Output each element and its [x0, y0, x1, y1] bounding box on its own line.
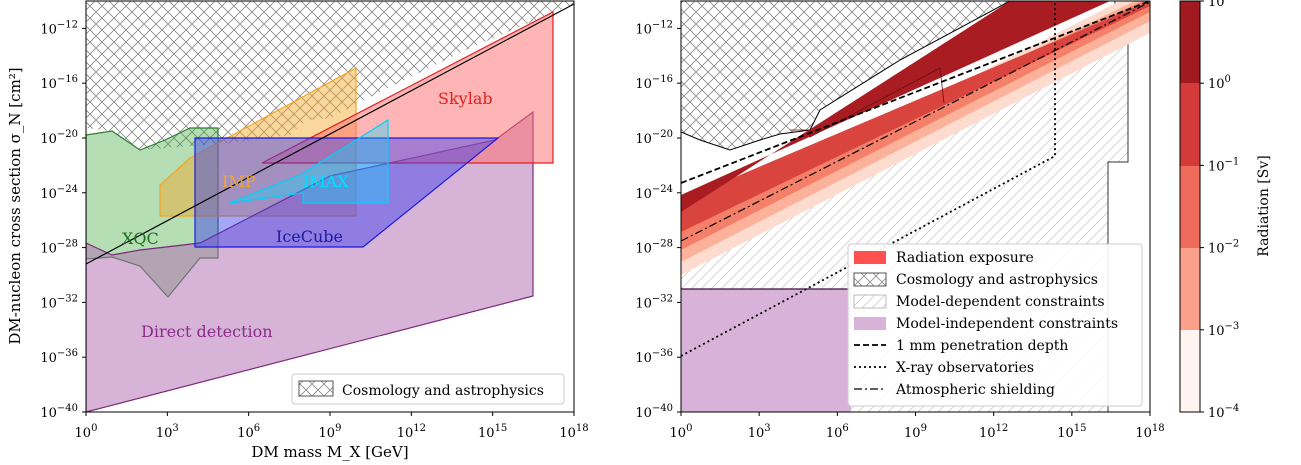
y-tick-label: 10−40	[635, 403, 673, 421]
legend-label-cosmology-r: Cosmology and astrophysics	[896, 272, 1098, 288]
colorbar-tick-label: 101	[1208, 0, 1231, 10]
label-xqc: XQC	[122, 229, 159, 248]
cosmology-region-left	[86, 1, 574, 150]
y-tick-label: 10−20	[40, 129, 78, 147]
penetration-line-left	[86, 3, 574, 265]
legend-label-xray: X-ray observatories	[896, 360, 1034, 376]
cosmology-region-right	[681, 1, 1011, 151]
label-skylab: Skylab	[438, 89, 493, 108]
legend-swatch-radiation	[854, 251, 886, 264]
y-tick-label: 10−32	[635, 293, 673, 311]
legend-label-cosmology: Cosmology and astrophysics	[342, 383, 544, 399]
x-tick-label: 1018	[1135, 423, 1164, 441]
y-tick-label: 10−36	[635, 348, 673, 366]
penetration-line-right	[681, 1, 1150, 184]
y-tick-label: 10−36	[40, 348, 78, 366]
x-tick-label: 109	[904, 423, 927, 441]
x-tick-label: 100	[670, 423, 693, 441]
legend-label-model-independent: Model-independent constraints	[896, 316, 1118, 332]
colorbar-bin-3	[1180, 166, 1200, 248]
label-imax: IMAX	[303, 172, 349, 191]
y-tick-label: 10−16	[40, 74, 78, 92]
x-tick-label: 1012	[979, 423, 1008, 441]
colorbar-tick-label: 100	[1208, 74, 1231, 92]
y-tick-label: 10−16	[635, 74, 673, 92]
imax-region	[228, 118, 389, 204]
xray-line	[681, 1, 1056, 357]
x-tick-label: 1012	[397, 423, 426, 441]
legend-swatch-model-dependent	[853, 294, 887, 309]
legend-label-atmospheric: Atmospheric shielding	[895, 382, 1055, 398]
model-independent-region	[681, 289, 851, 412]
y-tick-label: 10−28	[40, 239, 78, 257]
colorbar-label: Radiation [Sv]	[1256, 155, 1272, 256]
legend-label-model-dependent: Model-dependent constraints	[896, 294, 1105, 310]
radiation-inner-outline	[790, 67, 945, 138]
y-tick-label: 10−12	[40, 19, 78, 37]
y-tick-label: 10−28	[635, 239, 673, 257]
radiation-band-1e-2	[681, 1, 1150, 250]
x-tick-label: 1015	[478, 423, 507, 441]
legend-label-penetration: 1 mm penetration depth	[896, 338, 1068, 354]
colorbar-bin-4	[1180, 248, 1200, 330]
colorbar: Radiation [Sv]	[1179, 0, 1272, 413]
x-tick-label: 103	[156, 423, 179, 441]
colorbar-tick-label: 10−4	[1208, 403, 1239, 421]
y-axis-label: DM-nucleon cross section σ_N [cm²]	[6, 67, 24, 344]
x-tick-label: 100	[75, 423, 98, 441]
x-tick-label: 106	[237, 423, 260, 441]
colorbar-tick-label: 10−3	[1208, 321, 1239, 339]
x-tick-label: 106	[826, 423, 849, 441]
x-tick-label: 1018	[559, 423, 588, 441]
label-icecube: IceCube	[276, 227, 343, 246]
x-tick-label: 109	[319, 423, 342, 441]
skylab-region	[261, 11, 554, 164]
colorbar-tick-label: 10−1	[1208, 156, 1239, 174]
y-tick-label: 10−24	[40, 184, 78, 202]
x-tick-label: 1015	[1057, 423, 1086, 441]
x-axis-label: DM mass M_X [GeV]	[251, 443, 408, 461]
radiation-band-1e-1	[681, 1, 1150, 232]
atmospheric-line	[681, 1, 1150, 242]
colorbar-bin-1	[1180, 1, 1200, 83]
y-tick-label: 10−20	[635, 129, 673, 147]
right-legend: Radiation exposure Cosmology and astroph…	[847, 243, 1143, 407]
left-panel: Skylab IMP IMAX XQC IceCube Direct detec…	[85, 0, 575, 413]
tick-layer: 100 103 106 109 1012 1015 1018 10−12 10−16 10−20 1…	[40, 0, 1239, 441]
x-tick-label: 103	[748, 423, 771, 441]
label-direct-detection: Direct detection	[141, 322, 273, 341]
y-tick-label: 10−12	[635, 19, 673, 37]
y-tick-label: 10−32	[40, 293, 78, 311]
colorbar-tick-label: 10−2	[1208, 239, 1239, 257]
right-panel: Radiation exposure Cosmology and astroph…	[680, 0, 1151, 413]
legend-swatch-model-independent	[854, 317, 886, 330]
legend-label-radiation: Radiation exposure	[896, 250, 1034, 266]
y-tick-label: 10−40	[40, 403, 78, 421]
legend-swatch-cosmology-r	[853, 272, 887, 287]
left-legend: Cosmology and astrophysics	[291, 373, 565, 405]
legend-swatch-cosmology	[298, 380, 334, 397]
colorbar-bin-5	[1180, 330, 1200, 412]
colorbar-bin-2	[1180, 83, 1200, 166]
label-imp: IMP	[222, 172, 256, 191]
y-tick-label: 10−24	[635, 184, 673, 202]
